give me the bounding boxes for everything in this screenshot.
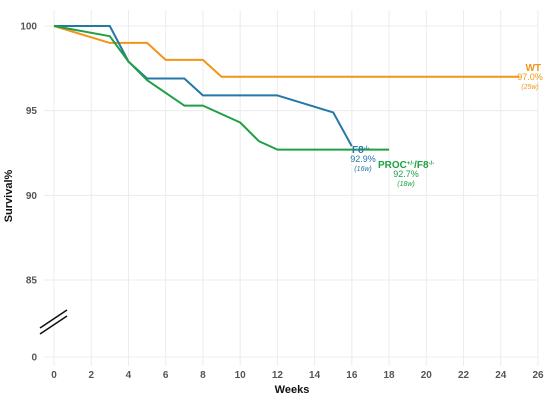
grid	[44, 10, 539, 366]
series-duration: (16w)	[354, 166, 372, 173]
x-axis-title: Weeks	[275, 384, 310, 396]
x-tick-label: 10	[235, 370, 247, 381]
x-tick-label: 20	[421, 370, 433, 381]
series-label-name-part: /F8	[414, 160, 429, 171]
x-tick-label: 16	[346, 370, 358, 381]
series-label-name: F8-/-	[352, 145, 369, 156]
y-axis-title: Survival%	[3, 169, 15, 222]
x-tick-label: 8	[200, 370, 206, 381]
axis-break-slash-1	[39, 309, 68, 329]
series-label-name: PROC+/-/F8-/-	[378, 160, 434, 171]
y-tick-label: 95	[26, 106, 38, 117]
axis-break-marker	[39, 309, 68, 335]
series-lines	[53, 25, 520, 151]
x-tick-label: 0	[51, 370, 57, 381]
series-label-name-part: WT	[525, 63, 541, 74]
x-tick-label: 12	[272, 370, 284, 381]
y-tick-label: 85	[26, 276, 38, 287]
series-duration: (18w)	[397, 181, 415, 188]
x-tick-label: 26	[532, 370, 544, 381]
y-tick-label: 0	[31, 353, 37, 364]
series-duration: (25w)	[521, 84, 539, 91]
y-tick-label: 90	[26, 191, 38, 202]
series-line-proc	[53, 25, 390, 151]
series-final-value: 92.9%	[350, 154, 376, 164]
series-final-value: 97.0%	[517, 72, 543, 82]
series-label-name: WT	[525, 63, 541, 74]
series-label-name-part: F8	[352, 145, 364, 156]
series-label-name-part: PROC	[378, 160, 407, 171]
x-tick-label: 6	[163, 370, 169, 381]
x-tick-label: 2	[88, 370, 94, 381]
x-tick-label: 4	[126, 370, 132, 381]
axis-break-slash-2	[39, 315, 68, 335]
series-line-wt	[53, 25, 520, 78]
series-final-value: 92.7%	[393, 169, 419, 179]
x-tick-label: 22	[458, 370, 470, 381]
x-tick-label: 24	[495, 370, 507, 381]
y-tick-label: 100	[20, 22, 37, 33]
series-line-f8	[54, 25, 353, 147]
series-label-name-sup: +/-	[407, 161, 414, 167]
x-tick-label: 18	[384, 370, 396, 381]
series-label-name-sup: -/-	[364, 146, 370, 152]
x-tick-label: 14	[309, 370, 321, 381]
series-label-name-sup: -/-	[429, 161, 435, 167]
